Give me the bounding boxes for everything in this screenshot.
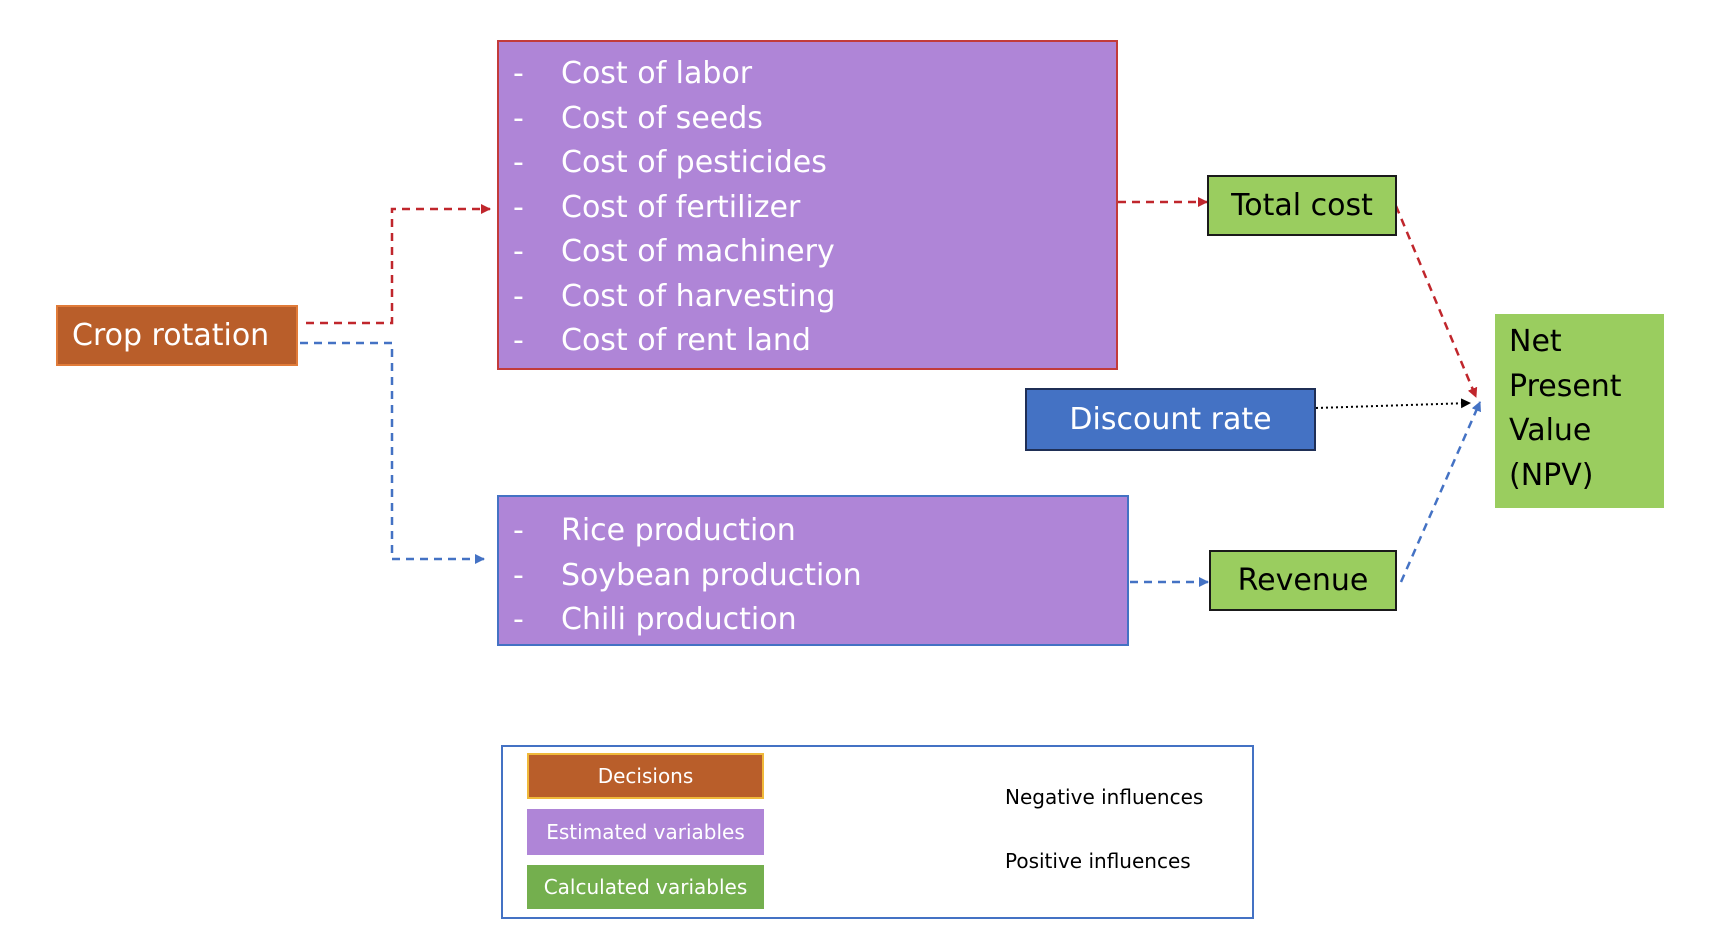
cost-item-text: Cost of harvesting [561, 278, 836, 314]
productions-node: - Rice production - Soybean production -… [497, 495, 1129, 646]
npv-line: Net [1509, 324, 1562, 359]
legend: Decisions Estimated variables Calculated… [501, 745, 1254, 919]
cost-item-rent-land: - Cost of rent land [499, 319, 1116, 364]
cost-item-text: Cost of pesticides [561, 145, 827, 180]
production-item-text: Soybean production [561, 557, 862, 593]
discount-rate-label: Discount rate [1069, 402, 1272, 437]
legend-decisions-label: Decisions [597, 764, 694, 788]
npv-line: (NPV) [1509, 457, 1594, 493]
bullet-dash: - [513, 189, 524, 225]
revenue-node: Revenue [1209, 550, 1397, 611]
legend-positive-label: Positive influences [1005, 849, 1191, 873]
bullet-dash: - [513, 323, 524, 358]
cost-item-text: Cost of fertilizer [561, 189, 801, 225]
production-item-soybean: - Soybean production [499, 554, 1127, 599]
cost-item-text: Cost of labor [561, 56, 753, 91]
total-cost-node: Total cost [1207, 175, 1397, 236]
edge-crop-rotation-to-productions [300, 341, 485, 564]
production-item-text: Chili production [561, 602, 797, 637]
legend-estimated-label: Estimated variables [546, 820, 745, 844]
total-cost-label: Total cost [1231, 188, 1373, 223]
legend-calculated-swatch: Calculated variables [527, 865, 764, 909]
legend-decisions-swatch: Decisions [527, 753, 764, 799]
bullet-dash: - [513, 100, 524, 136]
production-item-rice: - Rice production [499, 509, 1127, 554]
cost-item-text: Cost of machinery [561, 234, 835, 269]
bullet-dash: - [513, 557, 524, 593]
edge-crop-rotation-to-costs [306, 204, 491, 325]
bullet-dash: - [513, 234, 524, 269]
bullet-dash: - [513, 602, 524, 637]
npv-node: Net Present Value (NPV) [1495, 314, 1664, 508]
npv-line: Value [1509, 413, 1592, 448]
crop-rotation-node: Crop rotation [56, 305, 298, 366]
cost-item-pesticides: - Cost of pesticides [499, 141, 1116, 186]
bullet-dash: - [513, 513, 524, 548]
discount-rate-node: Discount rate [1025, 388, 1316, 451]
legend-negative-label: Negative influences [1005, 785, 1204, 809]
edge-total-cost-to-npv [1394, 205, 1478, 398]
cost-item-fertilizer: - Cost of fertilizer [499, 186, 1116, 231]
cost-item-text: Cost of rent land [561, 323, 811, 358]
production-item-text: Rice production [561, 513, 796, 548]
legend-calculated-label: Calculated variables [543, 875, 748, 899]
npv-line: Present [1509, 368, 1622, 404]
cost-item-machinery: - Cost of machinery [499, 230, 1116, 275]
cost-item-labor: - Cost of labor [499, 52, 1116, 97]
bullet-dash: - [513, 278, 524, 314]
cost-item-harvesting: - Cost of harvesting [499, 275, 1116, 320]
edge-revenue-to-npv [1399, 401, 1482, 583]
cost-item-text: Cost of seeds [561, 100, 763, 136]
costs-node: - Cost of labor - Cost of seeds - Cost o… [497, 40, 1118, 370]
legend-estimated-swatch: Estimated variables [527, 809, 764, 855]
edge-discount-rate-to-npv [1315, 398, 1471, 409]
revenue-label: Revenue [1237, 563, 1369, 598]
crop-rotation-label: Crop rotation [72, 318, 270, 353]
cost-item-seeds: - Cost of seeds [499, 97, 1116, 142]
production-item-chili: - Chili production [499, 598, 1127, 643]
bullet-dash: - [513, 145, 524, 180]
bullet-dash: - [513, 56, 524, 91]
